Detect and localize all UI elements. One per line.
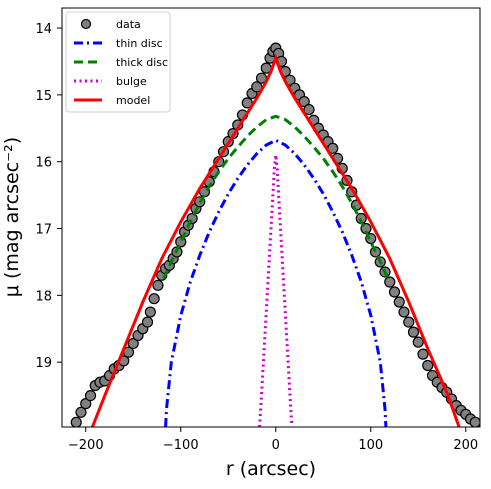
legend-item-thick: thick disc [74,56,168,69]
y-tick-label: 14 [35,22,52,37]
series-line-thin [164,138,388,427]
data-point [152,279,164,291]
legend-box [65,11,171,113]
data-point [298,95,310,108]
data-point [84,389,97,402]
data-point [80,398,92,410]
data-point [417,348,429,360]
x-tick-label: 100 [358,438,383,453]
data-point [127,337,139,350]
legend-label: model [116,94,150,107]
data-point [144,306,156,318]
series-line-model [91,53,461,427]
y-tick-label: 17 [35,223,52,238]
y-tick-label: 19 [35,356,52,371]
x-tick-label: 0 [272,438,280,453]
data-point [412,336,424,348]
data-point [422,359,434,372]
data-point [303,103,315,116]
data-point [70,416,82,427]
plot-frame [61,7,481,428]
legend-item-thin: thin disc [74,37,163,50]
data-point [384,276,396,288]
legend-label: data [116,18,141,31]
y-axis: 14 15 16 17 18 19 [35,22,62,371]
legend: data thin disc thick disc bulge model [65,11,171,113]
data-point [388,286,401,298]
x-axis-label: r (arcsec) [226,458,316,480]
y-tick-label: 16 [35,156,52,171]
x-axis: −200 −100 0 100 200 [68,427,478,453]
data-point [148,293,160,305]
data-point [75,406,87,418]
y-tick-label: 18 [35,289,52,304]
legend-label: thin disc [116,37,163,50]
x-tick-label: −200 [68,438,104,453]
legend-label: thick disc [116,56,168,69]
x-tick-label: 200 [453,438,478,453]
data-point [403,316,415,328]
data-point [141,316,154,328]
series-layer [70,42,480,427]
legend-item-bulge: bulge [74,75,147,88]
data-point [393,296,405,308]
series-line-thick [162,114,390,280]
data-point [407,326,420,338]
y-tick-label: 15 [35,89,52,104]
y-axis-label: μ (mag arcsec⁻²) [1,137,23,297]
data-point [469,416,480,427]
data-point [398,306,410,318]
legend-item-data: data [80,18,141,31]
series-line-bulge [258,154,294,427]
data-point [175,236,187,248]
legend-label: bulge [116,75,147,88]
legend-item-model: model [74,94,150,107]
x-tick-label: −100 [163,438,199,453]
legend-marker [80,18,92,30]
